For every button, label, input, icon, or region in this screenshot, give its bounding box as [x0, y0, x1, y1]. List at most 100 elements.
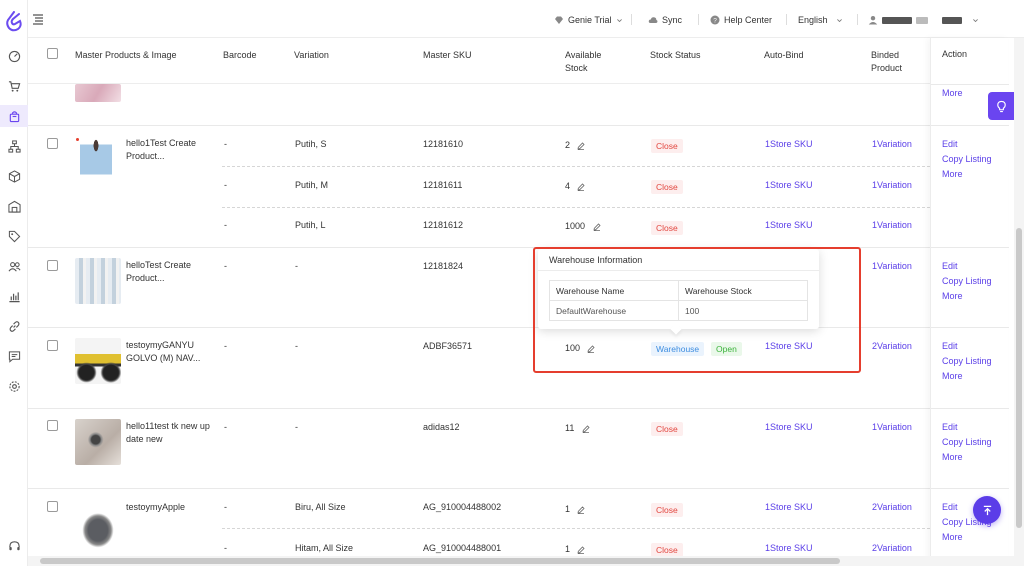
- top-header: Genie Trial Sync ? Help Center English: [28, 0, 1024, 38]
- copy-listing-link[interactable]: Copy Listing: [942, 437, 992, 447]
- row-checkbox[interactable]: [47, 260, 58, 271]
- product-image[interactable]: [75, 84, 121, 102]
- row-checkbox[interactable]: [47, 420, 58, 431]
- back-to-top-button[interactable]: [973, 496, 1001, 524]
- stock-status-close-tag[interactable]: Close: [651, 139, 683, 153]
- product-name[interactable]: testoymyGANYU GOLVO (M) NAV...: [126, 340, 201, 363]
- stock-status-close-tag[interactable]: Close: [651, 543, 683, 557]
- row-divider: [931, 247, 1009, 248]
- horizontal-scrollbar[interactable]: [28, 556, 1014, 566]
- scrollbar-thumb[interactable]: [40, 558, 840, 564]
- account-menu[interactable]: [868, 14, 979, 26]
- box-icon[interactable]: [0, 165, 28, 187]
- action-column: Action More Edit Copy Listing More Edit …: [930, 38, 1009, 566]
- auto-bind-link[interactable]: 1Store SKU: [765, 341, 813, 351]
- auto-bind-link[interactable]: 1Store SKU: [765, 502, 813, 512]
- edit-link[interactable]: Edit: [942, 261, 958, 271]
- row-checkbox[interactable]: [47, 501, 58, 512]
- scrollbar-thumb[interactable]: [1016, 228, 1022, 528]
- row-checkbox[interactable]: [47, 340, 58, 351]
- product-name[interactable]: helloTest Create Product...: [126, 260, 192, 283]
- row-divider: [28, 327, 930, 328]
- binded-product-link[interactable]: 1Variation: [872, 220, 912, 230]
- genie-trial-menu[interactable]: Genie Trial: [554, 14, 623, 26]
- col-stock-status: Stock Status: [650, 50, 701, 60]
- copy-listing-link[interactable]: Copy Listing: [942, 517, 992, 527]
- product-image[interactable]: [75, 258, 121, 304]
- row-divider: [931, 125, 1009, 126]
- tag-icon[interactable]: [0, 225, 28, 247]
- auto-bind-link[interactable]: 1Store SKU: [765, 543, 813, 553]
- headset-support-icon[interactable]: [0, 535, 28, 557]
- auto-bind-link[interactable]: 1Store SKU: [765, 139, 813, 149]
- warehouse-icon[interactable]: [0, 195, 28, 217]
- users-icon[interactable]: [0, 255, 28, 277]
- row-checkbox[interactable]: [47, 138, 58, 149]
- binded-product-link[interactable]: 2Variation: [872, 543, 912, 553]
- language-select[interactable]: English: [798, 14, 843, 26]
- more-link[interactable]: More: [942, 169, 963, 179]
- binded-product-link[interactable]: 1Variation: [872, 261, 912, 271]
- vertical-scrollbar[interactable]: [1014, 38, 1024, 566]
- stock-status-close-tag[interactable]: Close: [651, 503, 683, 517]
- copy-listing-link[interactable]: Copy Listing: [942, 154, 992, 164]
- edit-link[interactable]: Edit: [942, 139, 958, 149]
- product-image[interactable]: [75, 338, 121, 384]
- binded-product-link[interactable]: 1Variation: [872, 180, 912, 190]
- select-all-checkbox[interactable]: [47, 48, 58, 59]
- app-logo-icon[interactable]: [6, 11, 23, 33]
- binded-product-link[interactable]: 2Variation: [872, 341, 912, 351]
- product-name[interactable]: hello11test tk new up date new: [126, 421, 210, 444]
- tips-bulb-button[interactable]: [988, 92, 1014, 120]
- product-image[interactable]: [80, 136, 112, 184]
- edit-link[interactable]: Edit: [942, 422, 958, 432]
- binded-product-link[interactable]: 1Variation: [872, 422, 912, 432]
- edit-pencil-icon[interactable]: [593, 223, 601, 231]
- bar-chart-icon[interactable]: [0, 285, 28, 307]
- copy-listing-link[interactable]: Copy Listing: [942, 356, 992, 366]
- warehouse-table: Warehouse Name Warehouse Stock DefaultWa…: [549, 280, 808, 321]
- auto-bind-link[interactable]: 1Store SKU: [765, 220, 813, 230]
- hierarchy-icon[interactable]: [0, 135, 28, 157]
- edit-pencil-icon[interactable]: [577, 183, 585, 191]
- settings-gear-icon[interactable]: [0, 375, 28, 397]
- product-image[interactable]: [75, 505, 121, 551]
- edit-link[interactable]: Edit: [942, 502, 958, 512]
- edit-pencil-icon[interactable]: [577, 546, 585, 554]
- binded-product-link[interactable]: 2Variation: [872, 502, 912, 512]
- product-name[interactable]: hello1Test Create Product...: [126, 138, 197, 161]
- stock-status-close-tag[interactable]: Close: [651, 221, 683, 235]
- more-link[interactable]: More: [942, 291, 963, 301]
- arrow-up-icon: [983, 505, 991, 515]
- binded-product-link[interactable]: 1Variation: [872, 139, 912, 149]
- stock-status-close-tag[interactable]: Close: [651, 422, 683, 436]
- popover-title: Warehouse Information: [549, 255, 643, 265]
- auto-bind-link[interactable]: 1Store SKU: [765, 180, 813, 190]
- auto-bind-link[interactable]: 1Store SKU: [765, 422, 813, 432]
- redacted-username: [882, 16, 912, 24]
- edit-link[interactable]: Edit: [942, 341, 958, 351]
- edit-pencil-icon[interactable]: [587, 345, 595, 353]
- edit-pencil-icon[interactable]: [582, 425, 590, 433]
- stock-status-open-tag[interactable]: Open: [711, 342, 742, 356]
- menu-toggle-icon[interactable]: [32, 13, 44, 25]
- more-link[interactable]: More: [942, 452, 963, 462]
- barcode-value: -: [224, 220, 227, 230]
- more-link[interactable]: More: [942, 371, 963, 381]
- help-center-link[interactable]: ? Help Center: [710, 14, 772, 26]
- edit-pencil-icon[interactable]: [577, 506, 585, 514]
- sync-button[interactable]: Sync: [648, 14, 682, 26]
- link-icon[interactable]: [0, 315, 28, 337]
- stock-status-close-tag[interactable]: Close: [651, 180, 683, 194]
- product-image[interactable]: [75, 419, 121, 465]
- more-link[interactable]: More: [942, 532, 963, 542]
- cart-icon[interactable]: [0, 75, 28, 97]
- chat-icon[interactable]: [0, 345, 28, 367]
- more-link[interactable]: More: [942, 88, 963, 98]
- product-bag-icon[interactable]: [0, 105, 28, 127]
- product-name[interactable]: testoymyApple: [126, 502, 186, 512]
- copy-listing-link[interactable]: Copy Listing: [942, 276, 992, 286]
- warehouse-tag[interactable]: Warehouse: [651, 342, 705, 356]
- dashboard-icon[interactable]: [0, 45, 28, 67]
- edit-pencil-icon[interactable]: [577, 142, 585, 150]
